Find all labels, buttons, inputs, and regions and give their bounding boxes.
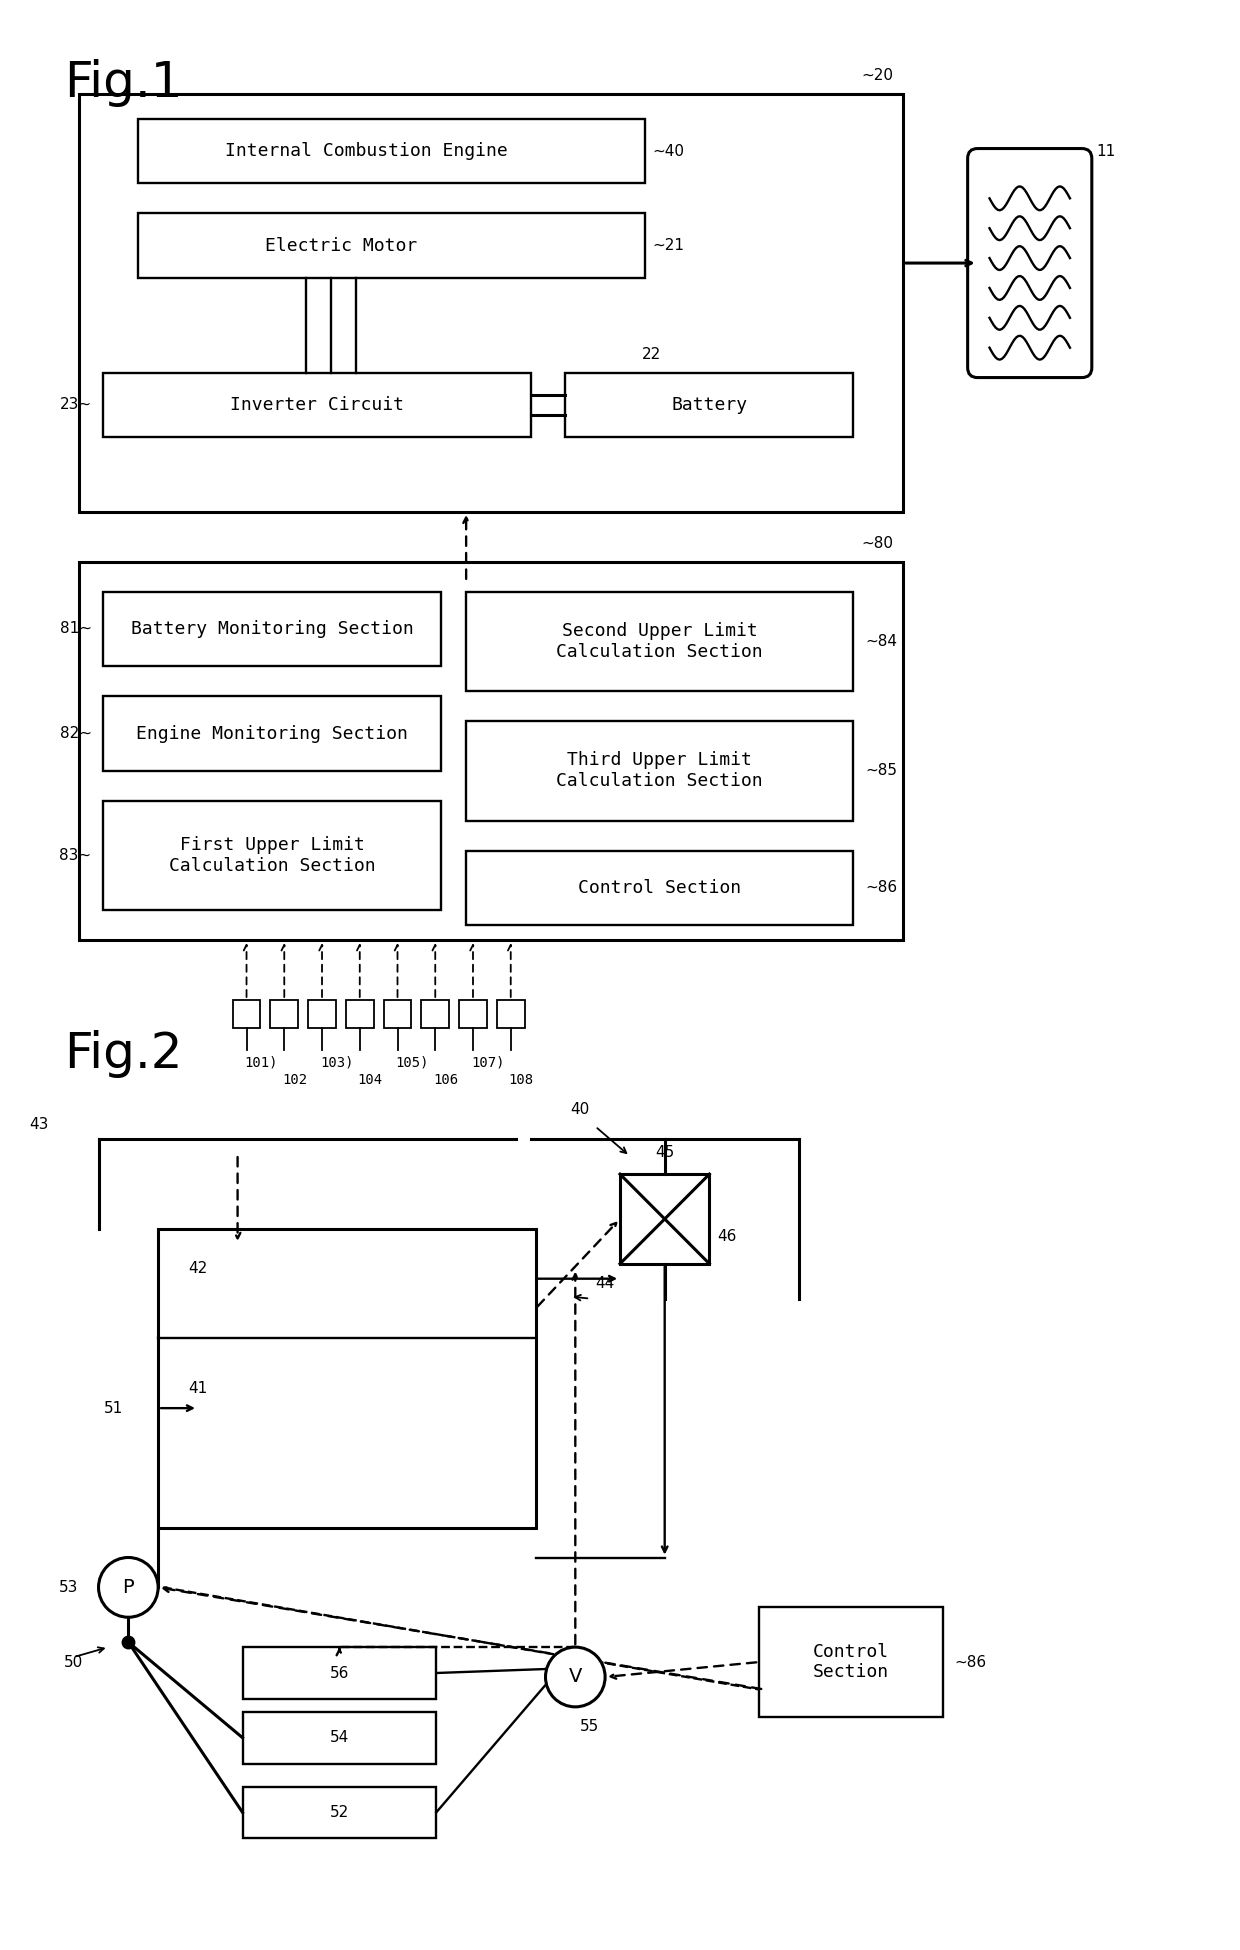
Bar [620,1174,709,1264]
Text: ~84: ~84 [866,634,898,649]
Bar [78,562,903,940]
Text: 23~: 23~ [60,398,92,413]
Text: Engine Monitoring Section: Engine Monitoring Section [136,725,408,743]
Bar [159,1228,536,1527]
Text: 40: 40 [570,1102,590,1117]
Text: 43: 43 [30,1117,48,1131]
Text: 82~: 82~ [60,725,92,741]
Bar [243,1786,436,1839]
Text: Fig.1: Fig.1 [63,58,182,107]
Text: 107): 107) [471,1055,505,1071]
Text: ~20: ~20 [861,68,893,84]
Bar [497,1000,525,1028]
Bar [422,1000,449,1028]
Text: ~85: ~85 [866,762,898,778]
Bar [78,94,903,513]
Text: Internal Combustion Engine: Internal Combustion Engine [224,142,507,160]
Text: V: V [569,1667,582,1687]
Text: ~80: ~80 [861,536,893,552]
Text: 42: 42 [188,1262,207,1275]
Text: 103): 103) [320,1055,353,1071]
Text: Inverter Circuit: Inverter Circuit [231,396,404,413]
Text: 102: 102 [283,1072,308,1086]
Text: 41: 41 [188,1381,207,1396]
Text: 101): 101) [244,1055,278,1071]
Text: Third Upper Limit
Calculation Section: Third Upper Limit Calculation Section [557,751,763,790]
Bar [243,1712,436,1763]
Text: ~40: ~40 [652,144,684,158]
Bar [103,591,441,667]
Text: 45: 45 [655,1145,675,1160]
Text: 83~: 83~ [60,848,92,864]
Text: 46: 46 [718,1228,737,1244]
Bar [565,372,853,437]
Bar [243,1648,436,1698]
Text: 81~: 81~ [60,622,92,636]
Text: 54: 54 [330,1730,348,1745]
Bar [466,722,853,821]
Text: ~86: ~86 [866,879,898,895]
Circle shape [98,1558,159,1617]
Text: ~86: ~86 [955,1654,987,1669]
Bar [383,1000,412,1028]
Text: Battery Monitoring Section: Battery Monitoring Section [131,620,414,638]
Text: 11: 11 [1096,144,1116,158]
Text: 22: 22 [642,347,661,363]
Bar [138,119,645,183]
Text: 105): 105) [396,1055,429,1071]
Text: 104: 104 [358,1072,383,1086]
Text: 106: 106 [433,1072,459,1086]
Text: Control
Section: Control Section [813,1642,889,1681]
Bar [233,1000,260,1028]
Text: P: P [123,1578,134,1597]
Circle shape [546,1648,605,1706]
Bar [138,213,645,279]
Bar [103,696,441,770]
FancyBboxPatch shape [967,148,1091,378]
Text: 51: 51 [104,1400,123,1416]
Text: Battery: Battery [671,396,748,413]
Text: 56: 56 [330,1665,350,1681]
Text: Second Upper Limit
Calculation Section: Second Upper Limit Calculation Section [557,622,763,661]
Bar [466,591,853,690]
Text: Fig.2: Fig.2 [63,1030,182,1078]
Text: First Upper Limit
Calculation Section: First Upper Limit Calculation Section [169,837,376,876]
Bar [759,1607,942,1716]
Text: 108: 108 [508,1072,534,1086]
Text: 52: 52 [330,1806,348,1819]
Bar [459,1000,487,1028]
Text: 50: 50 [64,1654,83,1669]
Text: ~21: ~21 [652,238,684,254]
Bar [103,372,531,437]
Bar [103,801,441,911]
Text: 53: 53 [60,1580,78,1595]
Bar [346,1000,373,1028]
Bar [308,1000,336,1028]
Text: 44: 44 [595,1275,614,1291]
Text: Control Section: Control Section [578,879,742,897]
Bar [270,1000,298,1028]
Text: 55: 55 [580,1720,599,1734]
Bar [466,850,853,924]
Text: Electric Motor: Electric Motor [265,236,417,255]
